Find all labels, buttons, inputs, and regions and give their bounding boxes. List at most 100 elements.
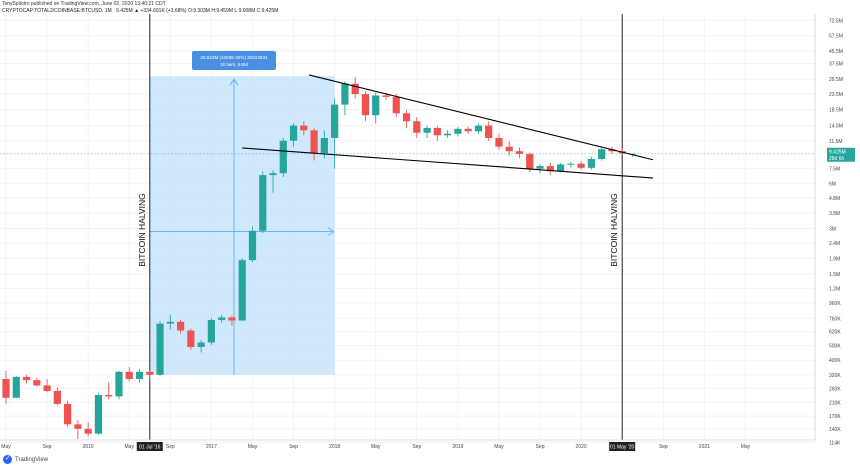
price-axis[interactable]: 72.5M 57.5M 45.5M 37.5M 29.5M 23.5M 18.5M 14.5M… — [814, 0, 860, 446]
candle-body — [372, 95, 380, 116]
candle-body — [53, 390, 61, 404]
symbol-name: CRYPTOCAP:TOTAL2/COINBASE:BTCUSD, 1M — [2, 8, 112, 14]
symbol-line: CRYPTOCAP:TOTAL2/COINBASE:BTCUSD, 1M 9.4… — [2, 8, 562, 15]
time-tick-label: Sep — [289, 444, 298, 450]
price-tick-label: 4.8M — [829, 196, 840, 202]
time-tick-label: May — [741, 444, 751, 450]
time-highlight-label: 01 May '20 — [610, 445, 635, 451]
candle-body — [22, 376, 31, 381]
price-tick-label: 3.8M — [829, 211, 840, 217]
time-tick-label: 2021 — [699, 444, 710, 450]
time-tick-label: May — [1, 444, 11, 450]
candle-body — [187, 330, 195, 347]
price-tick-label: 1.9M — [829, 256, 840, 262]
candle-body — [413, 121, 421, 133]
candle-body — [474, 125, 483, 132]
price-tick-label: 114K — [829, 440, 841, 446]
candle-body — [361, 94, 370, 116]
candles — [2, 77, 637, 439]
price-tick-label: 6M — [829, 181, 836, 187]
candle-body — [392, 96, 400, 114]
candle-body — [300, 125, 308, 131]
footer: ✓ TradingView — [3, 455, 48, 464]
candle-body — [135, 371, 144, 380]
time-tick-label: Sep — [536, 444, 545, 450]
candle-body — [577, 163, 585, 168]
price-tick-label: 7.5M — [829, 167, 840, 173]
time-tick-label: May — [371, 444, 381, 450]
price-tick-label: 1.2M — [829, 286, 840, 292]
measure-arrow-head-right — [327, 227, 335, 236]
candle-body — [207, 320, 215, 343]
time-tick-label: Sep — [659, 444, 668, 450]
measure-label-line2: 18 bars, 549d — [220, 62, 249, 67]
candle-body — [64, 403, 72, 425]
price-tick-label: 37.5M — [829, 62, 843, 68]
candle-body — [351, 83, 359, 95]
time-tick-label: 2018 — [329, 444, 340, 450]
candle-body — [94, 394, 103, 434]
price-tick-label: 400K — [829, 358, 841, 364]
price-tick-label: 140K — [829, 427, 841, 433]
candle-body — [248, 230, 257, 261]
price-tick-label: 29.5M — [829, 77, 843, 83]
ohlc-readout: 9.425M ▲ +334.691K (+3.68%) O:9.303M H:9… — [116, 8, 279, 14]
candle-body — [115, 371, 123, 397]
price-tick-label: 14.5M — [829, 124, 843, 130]
candle-body — [495, 137, 503, 147]
price-tick-label: 11.5M — [829, 139, 843, 145]
time-tick-label: Sep — [43, 444, 52, 450]
price-tick-label: 170K — [829, 414, 841, 420]
candle-body — [310, 130, 318, 154]
candle-body — [526, 153, 534, 169]
countdown-value: 28d 6h — [829, 156, 845, 162]
measure-label-line1: 30.624M (10698.30%) 30623631 — [200, 55, 268, 60]
chart-header: TonySpilotro published on TradingView.co… — [2, 1, 562, 15]
price-tick-label: 210K — [829, 400, 841, 406]
time-axis[interactable]: May Sep 2016 May Sep 2017 May Sep 2018 May Sep 2019… — [0, 439, 815, 451]
candle-body — [238, 260, 246, 321]
time-tick-label: 2017 — [206, 444, 217, 450]
halving-label: BITCOIN HALVING — [609, 193, 619, 267]
candle-body — [382, 95, 390, 97]
candle-body — [269, 173, 277, 176]
candle-body — [176, 321, 185, 331]
candle-body — [546, 166, 554, 172]
candle-body — [567, 163, 575, 165]
candle-body — [43, 385, 51, 391]
trendlines — [242, 74, 654, 179]
time-highlight-tag — [136, 442, 163, 451]
candle-body — [2, 379, 10, 398]
candle-body — [125, 371, 133, 380]
time-tick-label: May — [248, 444, 258, 450]
candle-body — [84, 428, 92, 434]
candle-body — [423, 127, 431, 133]
price-tick-label: 23.5M — [829, 92, 843, 98]
candle-body — [444, 133, 452, 136]
candle-body — [105, 394, 113, 397]
candle-body — [485, 125, 493, 138]
candle-body — [587, 158, 595, 168]
candle-body — [536, 166, 544, 169]
tradingview-logo-icon: ✓ — [3, 455, 12, 464]
price-tick-label: 57.5M — [829, 34, 843, 40]
price-tick-label: 1.5M — [829, 272, 840, 278]
time-tick-label: 2019 — [452, 444, 463, 450]
price-tick-label: 320K — [829, 373, 841, 379]
time-tick-label: 2016 — [83, 444, 94, 450]
footer-brand: TradingView — [15, 456, 49, 463]
halving-lines: BITCOIN HALVING BITCOIN HALVING — [137, 14, 623, 440]
candle-body — [218, 317, 226, 321]
time-tick-label: May — [125, 444, 135, 450]
trendline — [242, 147, 654, 179]
trendline — [308, 74, 654, 161]
measure-label-box — [191, 51, 276, 70]
candle-body — [515, 151, 524, 154]
last-price-tag — [827, 147, 855, 162]
price-tick-label: 3M — [829, 227, 836, 233]
time-highlight-tag — [609, 442, 636, 451]
candle-body — [197, 342, 205, 347]
candle-body — [433, 127, 441, 136]
candle-body — [608, 149, 616, 152]
